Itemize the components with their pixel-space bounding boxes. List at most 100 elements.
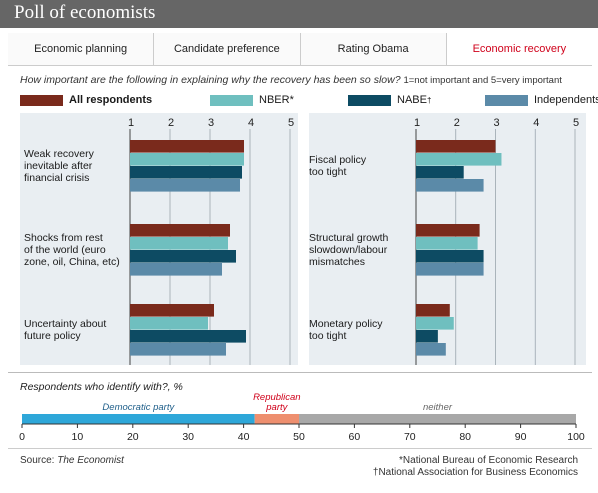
identify-tick-label-0: 0 xyxy=(19,431,25,443)
panel-0-bar-2-3 xyxy=(130,343,226,356)
panel-0-bar-0-2 xyxy=(130,166,242,179)
identify-tick-label-80: 80 xyxy=(459,431,471,443)
panel-1-bar-2-0 xyxy=(416,304,450,317)
identify-segment-1 xyxy=(254,414,299,424)
identify-segment-label-2-line-0: neither xyxy=(423,402,453,413)
panel-1-tick-label-2: 2 xyxy=(454,117,460,129)
panel-0-category-label-0-line-1: inevitable after xyxy=(24,160,93,172)
panel-0-bar-2-2 xyxy=(130,330,246,343)
panel-1-tick-label-1: 1 xyxy=(414,117,420,129)
legend-label-independents: Independents xyxy=(534,94,598,106)
panel-0-bar-1-1 xyxy=(130,237,228,250)
tab-economic-recovery[interactable]: Economic recovery xyxy=(446,33,592,65)
panel-1-bar-1-0 xyxy=(416,224,480,237)
legend-swatch-independents xyxy=(485,94,528,106)
footnote-nber: *National Bureau of Economic Research xyxy=(399,455,578,466)
identify-tick-label-40: 40 xyxy=(238,431,250,443)
identify-chart-title: Respondents who identify with?, % xyxy=(20,381,183,393)
panel-0-bar-2-0 xyxy=(130,304,214,317)
panel-1-bar-0-1 xyxy=(416,153,502,166)
legend-swatch-all xyxy=(20,94,63,106)
panel-1-category-label-2-line-0: Monetary policy xyxy=(309,318,383,330)
section-divider xyxy=(8,372,592,373)
identify-tick-label-60: 60 xyxy=(349,431,361,443)
legend-label-nabe: NABE xyxy=(397,94,427,106)
identify-segment-label-0-line-0: Democratic party xyxy=(102,402,175,413)
panel-0-category-label-1-line-1: of the world (euro xyxy=(24,244,106,256)
identify-segment-2 xyxy=(299,414,576,424)
identify-tick-label-100: 100 xyxy=(567,431,585,443)
panel-0-bar-0-0 xyxy=(130,140,244,153)
tab-rating-obama[interactable]: Rating Obama xyxy=(300,33,447,65)
panel-0-bar-0-1 xyxy=(130,153,244,166)
scale-note: 1=not important and 5=very important xyxy=(403,75,562,86)
legend-swatch-nber xyxy=(210,94,253,106)
identify-tick-label-20: 20 xyxy=(127,431,139,443)
legend-item-all: All respondents xyxy=(20,94,152,106)
panel-1-category-label-2-line-1: too tight xyxy=(309,330,346,342)
panel-0-category-label-1-line-0: Shocks from rest xyxy=(24,232,103,244)
panel-1-category-label-1-line-0: Structural growth xyxy=(309,232,389,244)
source-name: The Economist xyxy=(57,455,124,466)
panel-0-category-label-0-line-2: financial crisis xyxy=(24,172,89,184)
panel-0-bar-1-2 xyxy=(130,250,236,263)
tab-candidate-preference[interactable]: Candidate preference xyxy=(154,33,301,65)
panel-0-bar-1-3 xyxy=(130,263,222,276)
source-credit: Source: The Economist xyxy=(20,455,124,466)
identify-segment-label-1-line-0: Republican xyxy=(253,392,301,403)
panel-0-tick-label-3: 3 xyxy=(208,117,214,129)
identify-segment-label-1-line-1: party xyxy=(265,402,288,413)
panel-1-bar-0-0 xyxy=(416,140,496,153)
legend-label-nber: NBER xyxy=(259,94,290,106)
panel-1-tick-label-3: 3 xyxy=(494,117,500,129)
panel-0-tick-label-2: 2 xyxy=(168,117,174,129)
legend-label-all: All respondents xyxy=(69,94,153,106)
tab-economic-planning[interactable]: Economic planning xyxy=(8,33,155,65)
panel-1-bar-2-3 xyxy=(416,343,446,356)
panel-1-category-label-0-line-1: too tight xyxy=(309,166,346,178)
page-title: Poll of economists xyxy=(14,2,156,23)
panel-1-category-label-1-line-1: slowdown/labour xyxy=(309,244,388,256)
panel-0-tick-label-4: 4 xyxy=(248,117,254,129)
panel-1-bar-2-2 xyxy=(416,330,438,343)
panel-0-bar-1-0 xyxy=(130,224,230,237)
title-bar: Poll of economists xyxy=(0,0,598,28)
identify-segment-0 xyxy=(22,414,255,424)
panel-0-category-label-2-line-0: Uncertainty about xyxy=(24,318,106,330)
panel-0-bar-2-1 xyxy=(130,317,208,330)
panel-1-category-label-1-line-2: mismatches xyxy=(309,256,365,268)
identify-tick-label-70: 70 xyxy=(404,431,416,443)
identify-tick-label-30: 30 xyxy=(182,431,194,443)
panel-1-tick-label-5: 5 xyxy=(573,117,579,129)
panel-0-tick-label-1: 1 xyxy=(128,117,134,129)
source-label: Source: xyxy=(20,455,58,466)
panel-0-bar-0-3 xyxy=(130,179,240,192)
question-text: How important are the following in expla… xyxy=(20,74,401,86)
panel-0-tick-label-5: 5 xyxy=(288,117,294,129)
panel-0-category-label-1-line-2: zone, oil, China, etc) xyxy=(24,256,120,268)
panel-0-category-label-2-line-1: future policy xyxy=(24,330,81,342)
footnotes: *National Bureau of Economic Research †N… xyxy=(373,455,578,479)
tab-bar: Economic planning Candidate preference R… xyxy=(8,33,592,66)
legend: All respondents NBER * NABE † Independents xyxy=(20,94,598,110)
legend-item-nabe: NABE † xyxy=(348,94,431,106)
legend-mark-nabe: † xyxy=(426,95,432,105)
panel-1-tick-label-4: 4 xyxy=(533,117,539,129)
panel-1-bar-2-1 xyxy=(416,317,454,330)
panel-1-bar-0-2 xyxy=(416,166,464,179)
panel-1-category-label-0-line-0: Fiscal policy xyxy=(309,154,367,166)
panel-0-category-label-0-line-0: Weak recovery xyxy=(24,148,95,160)
identify-tick-label-50: 50 xyxy=(293,431,305,443)
legend-swatch-nabe xyxy=(348,94,391,106)
panel-1-bar-0-3 xyxy=(416,179,484,192)
identify-tick-label-90: 90 xyxy=(515,431,527,443)
identify-tick-label-10: 10 xyxy=(72,431,84,443)
panel-1-bar-1-2 xyxy=(416,250,484,263)
footer-divider xyxy=(8,448,592,449)
panel-1-bar-1-3 xyxy=(416,263,484,276)
question: How important are the following in expla… xyxy=(20,74,590,86)
footnote-nabe: †National Association for Business Econo… xyxy=(372,467,578,478)
legend-item-nber: NBER * xyxy=(210,94,294,106)
panel-1-bar-1-1 xyxy=(416,237,478,250)
